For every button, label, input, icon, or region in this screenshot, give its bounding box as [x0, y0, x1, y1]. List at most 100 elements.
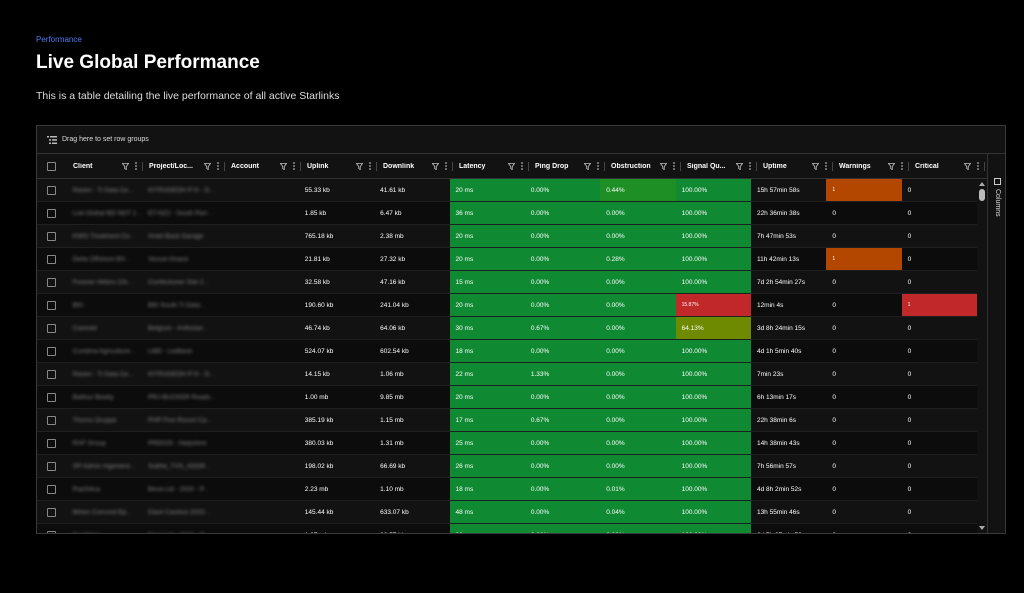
row-checkbox[interactable]	[47, 530, 56, 533]
column-menu-icon[interactable]	[749, 162, 751, 170]
table-row[interactable]: Delta Offshore BV... Vessel Alsace 21.81 k…	[37, 248, 977, 271]
scroll-up-icon[interactable]	[979, 182, 985, 186]
column-header-warnings[interactable]: Warnings	[833, 154, 909, 178]
cell-client: Thorns Gruppe	[72, 416, 117, 424]
scroll-down-icon[interactable]	[979, 526, 985, 530]
cell-uptime: 6h 13min 17s	[756, 393, 796, 401]
column-menu-icon[interactable]	[135, 162, 137, 170]
column-menu-icon[interactable]	[597, 162, 599, 170]
row-checkbox[interactable]	[47, 323, 56, 333]
table-row[interactable]: SP Admin Ingeniere... Subhe_TVS_ADDR... 19…	[37, 455, 977, 478]
row-checkbox[interactable]	[47, 507, 56, 517]
column-header-uptime[interactable]: Uptime	[757, 154, 833, 178]
table-row[interactable]: RAF Group PRD025 - Hatpshire 380.03 kb 1.31…	[37, 432, 977, 455]
cell-ping-drop: 0.00%	[524, 478, 601, 500]
table-row[interactable]: Rasen - Ti Data Ce... KITRADEOH P H - G..…	[37, 179, 977, 202]
cell-signal: 100.00%	[675, 179, 751, 201]
column-menu-icon[interactable]	[445, 162, 447, 170]
filter-icon[interactable]	[660, 162, 667, 170]
filter-icon[interactable]	[964, 162, 971, 170]
row-checkbox[interactable]	[47, 346, 56, 356]
filter-icon[interactable]	[888, 162, 895, 170]
filter-icon[interactable]	[204, 162, 211, 170]
row-checkbox[interactable]	[47, 461, 56, 471]
select-all-checkbox[interactable]	[47, 161, 56, 171]
column-header-label: Client	[73, 162, 93, 170]
row-checkbox[interactable]	[47, 254, 56, 264]
cell-account	[223, 455, 298, 477]
column-menu-icon[interactable]	[521, 162, 523, 170]
table-row[interactable]: Forever Hitters Chi... Confectioner Site …	[37, 271, 977, 294]
columns-panel-label: Columns	[994, 189, 1001, 217]
row-checkbox[interactable]	[47, 277, 56, 287]
table-row[interactable]: Cumbria Agriculture... LMD - Ledbeck 524.0…	[37, 340, 977, 363]
table-row[interactable]: PopSilica Besa Ltd - 2020 - P... 2.23 mb 1.…	[37, 478, 977, 501]
row-checkbox[interactable]	[47, 392, 56, 402]
cell-ping-drop: 0.67%	[524, 409, 601, 431]
row-checkbox[interactable]	[47, 300, 56, 310]
row-checkbox[interactable]	[47, 208, 56, 218]
column-menu-icon[interactable]	[901, 162, 903, 170]
filter-icon[interactable]	[356, 162, 363, 170]
cell-account	[223, 524, 298, 533]
cell-project: ET-NZ2 - South Part...	[148, 209, 213, 217]
row-checkbox[interactable]	[47, 185, 56, 195]
column-header-downlink[interactable]: Downlink	[377, 154, 453, 178]
column-menu-icon[interactable]	[673, 162, 675, 170]
column-menu-icon[interactable]	[825, 162, 827, 170]
filter-icon[interactable]	[432, 162, 439, 170]
cell-downlink: 633.07 kb	[380, 508, 409, 516]
column-header-account[interactable]: Account	[225, 154, 301, 178]
cell-obstruction: 0.00%	[600, 409, 676, 431]
table-row[interactable]: Mines Concord Ep... Dave Casilion 2020...…	[37, 501, 977, 524]
columns-panel-tab[interactable]: Columns	[994, 178, 1001, 217]
filter-icon[interactable]	[508, 162, 515, 170]
column-header-client[interactable]: Client	[67, 154, 143, 178]
row-checkbox[interactable]	[47, 415, 56, 425]
cell-latency: 20 ms	[449, 179, 525, 201]
filter-icon[interactable]	[812, 162, 819, 170]
column-header-latency[interactable]: Latency	[453, 154, 529, 178]
column-header-label: Critical	[915, 162, 939, 170]
grid-body[interactable]: Rasen - Ti Data Ce... KITRADEOH P H - G..…	[37, 179, 977, 533]
cell-project: Dave Casilion 2020...	[148, 508, 210, 516]
column-header-uplink[interactable]: Uplink	[301, 154, 377, 178]
table-row[interactable]: Thorns Gruppe PHP Five Resort Ca... 385.19…	[37, 409, 977, 432]
cell-signal: 100.00%	[675, 271, 751, 293]
cell-critical: 0	[907, 324, 912, 332]
row-checkbox[interactable]	[47, 369, 56, 379]
table-row[interactable]: KWG Treatment Ce... Hotel Back Garage 765.…	[37, 225, 977, 248]
column-header-project[interactable]: Project/Loc...	[143, 154, 225, 178]
table-row[interactable]: Rasen - Ti Data Ce... KITRADEOH P H - G..…	[37, 363, 977, 386]
filter-icon[interactable]	[122, 162, 129, 170]
filter-icon[interactable]	[736, 162, 743, 170]
cell-project: Besa Ltd - 2020 - P...	[142, 524, 223, 534]
filter-icon[interactable]	[584, 162, 591, 170]
row-checkbox[interactable]	[47, 484, 56, 494]
filter-icon[interactable]	[280, 162, 287, 170]
cell-ping-drop: 0.00%	[524, 294, 601, 316]
column-header-signal[interactable]: Signal Qu...	[681, 154, 757, 178]
column-menu-icon[interactable]	[293, 162, 295, 170]
cell-client: Cumbria Agriculture...	[72, 347, 136, 355]
column-header-critical[interactable]: Critical	[909, 154, 985, 178]
vertical-scrollbar[interactable]	[977, 179, 987, 533]
cell-critical: 0	[907, 278, 912, 286]
column-header-label: Uplink	[307, 162, 329, 170]
breadcrumb[interactable]: Performance	[36, 35, 82, 44]
scroll-thumb[interactable]	[979, 189, 985, 201]
column-menu-icon[interactable]	[369, 162, 371, 170]
column-menu-icon[interactable]	[217, 162, 219, 170]
column-header-obstruction[interactable]: Obstruction	[605, 154, 681, 178]
column-header-ping-drop[interactable]: Ping Drop	[529, 154, 605, 178]
table-row[interactable]: Balfour Beatty PRJ-BUCKER Roads... 1.00 mb…	[37, 386, 977, 409]
table-row[interactable]: BKI BKI South Ti Data... 190.60 kb 241.04 k…	[37, 294, 977, 317]
table-row[interactable]: Lisk Global BD NDT 1... ET-NZ2 - South Pa…	[37, 202, 977, 225]
cell-critical: 0	[907, 209, 912, 217]
row-group-drop-zone[interactable]: Drag here to set row groups	[37, 126, 1005, 154]
column-menu-icon[interactable]	[977, 162, 979, 170]
row-checkbox[interactable]	[47, 231, 56, 241]
row-checkbox[interactable]	[47, 438, 56, 448]
table-row[interactable]: Carestel Belgium - Antholan... 46.74 kb 64.…	[37, 317, 977, 340]
